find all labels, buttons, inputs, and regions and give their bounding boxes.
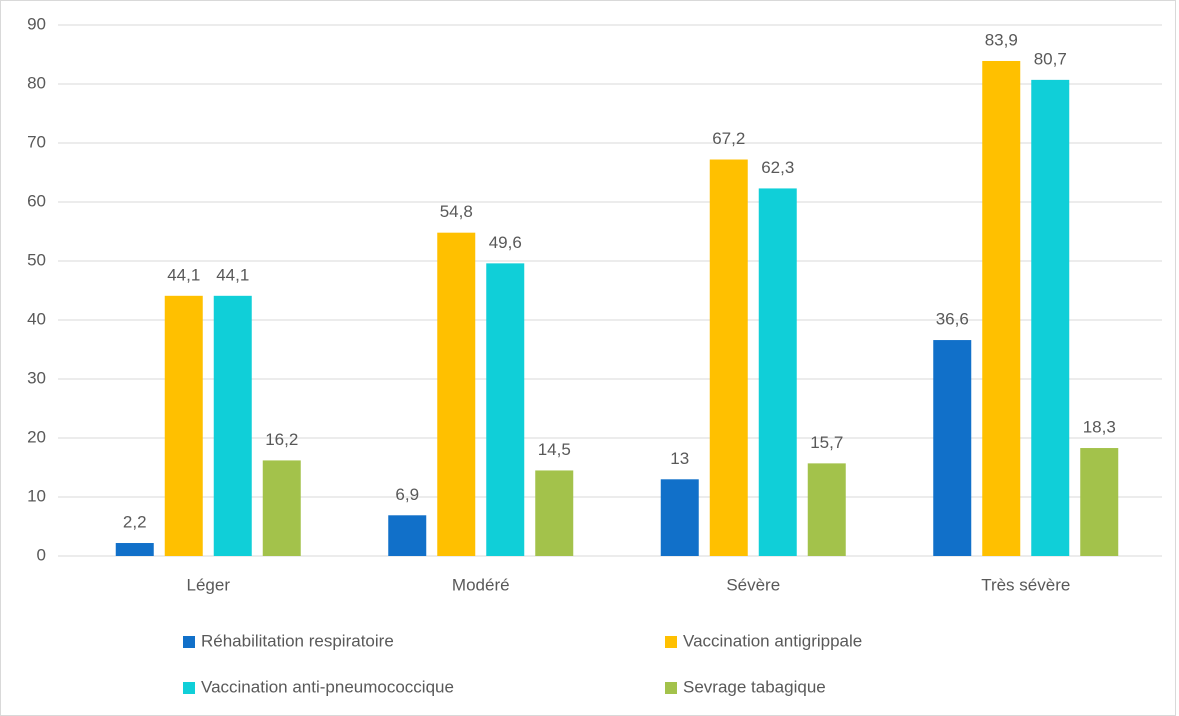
bar	[933, 340, 972, 556]
x-tick-label: Modéré	[452, 575, 510, 594]
data-label: 54,8	[440, 202, 473, 221]
bar	[660, 479, 699, 556]
data-label: 6,9	[395, 485, 419, 504]
bar	[262, 460, 301, 556]
bar	[213, 295, 252, 556]
bar	[982, 60, 1021, 557]
y-tick-label: 20	[27, 427, 46, 446]
data-label: 49,6	[489, 233, 522, 252]
y-tick-label: 50	[27, 250, 46, 269]
y-tick-label: 60	[27, 191, 46, 210]
legend-swatch	[665, 682, 677, 694]
bar	[1031, 79, 1070, 557]
bar	[437, 232, 476, 556]
data-label: 36,6	[936, 310, 969, 329]
y-tick-label: 0	[37, 545, 46, 564]
bar	[535, 470, 574, 556]
y-tick-label: 90	[27, 14, 46, 33]
legend-label: Vaccination antigrippale	[683, 631, 862, 650]
bar	[164, 295, 203, 556]
bar	[388, 515, 427, 556]
legend-swatch	[665, 636, 677, 648]
data-label: 13	[670, 449, 689, 468]
x-tick-label: Très sévère	[981, 575, 1070, 594]
y-tick-label: 30	[27, 368, 46, 387]
data-label: 18,3	[1083, 418, 1116, 437]
data-label: 80,7	[1034, 49, 1067, 68]
legend-swatch	[183, 682, 195, 694]
data-label: 15,7	[810, 433, 843, 452]
bar	[486, 263, 525, 556]
x-tick-label: Léger	[187, 575, 231, 594]
data-label: 62,3	[761, 158, 794, 177]
y-tick-label: 80	[27, 73, 46, 92]
data-label: 16,2	[265, 430, 298, 449]
data-label: 83,9	[985, 30, 1018, 49]
x-tick-label: Sévère	[726, 575, 780, 594]
bar	[807, 463, 846, 556]
y-tick-label: 70	[27, 132, 46, 151]
data-label: 2,2	[123, 513, 147, 532]
data-label: 14,5	[538, 440, 571, 459]
bar	[758, 188, 797, 556]
bar	[709, 159, 748, 556]
data-label: 67,2	[712, 129, 745, 148]
y-tick-label: 10	[27, 486, 46, 505]
bar	[115, 543, 154, 556]
legend-label: Réhabilitation respiratoire	[201, 631, 394, 650]
legend-swatch	[183, 636, 195, 648]
bar	[1080, 448, 1119, 556]
data-label: 44,1	[167, 265, 200, 284]
legend-label: Vaccination anti-pneumococcique	[201, 677, 454, 696]
y-tick-label: 40	[27, 309, 46, 328]
legend-label: Sevrage tabagique	[683, 677, 826, 696]
data-label: 44,1	[216, 265, 249, 284]
